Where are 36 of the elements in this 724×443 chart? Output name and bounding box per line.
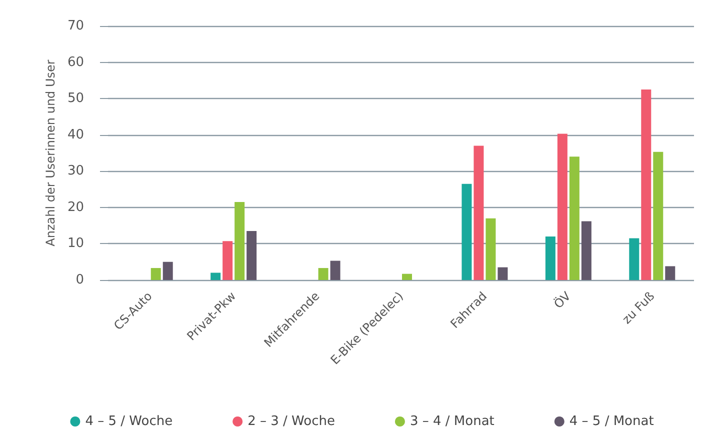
- y-tick-label: 10: [67, 236, 84, 252]
- legend-label: 3 – 4 / Monat: [410, 414, 494, 429]
- legend-label: 2 – 3 / Woche: [248, 414, 335, 429]
- bar: [545, 236, 556, 280]
- bar: [222, 241, 233, 280]
- x-tick-label: ÖV: [551, 288, 574, 312]
- x-tick-label: zu Fuß: [620, 289, 658, 327]
- y-tick-label: 60: [67, 54, 84, 70]
- bar: [581, 221, 592, 280]
- bar: [557, 134, 568, 280]
- bar: [462, 184, 472, 280]
- bar: [210, 272, 221, 280]
- y-axis-title: Anzahl der Userinnen und User: [44, 60, 58, 246]
- bar: [234, 202, 245, 280]
- bar: [474, 146, 484, 280]
- bar: [246, 231, 257, 280]
- bar: [486, 218, 496, 280]
- legend-label: 4 – 5 / Woche: [85, 414, 173, 429]
- bar: [402, 274, 412, 280]
- y-tick-label: 30: [67, 164, 84, 179]
- bar: [653, 152, 664, 280]
- y-tick-label: 20: [67, 200, 84, 215]
- bar: [330, 260, 340, 280]
- bar: [498, 267, 508, 280]
- bar: [641, 90, 652, 280]
- bar: [162, 262, 173, 280]
- legend-label: 4 – 5 / Monat: [569, 414, 654, 429]
- bar: [569, 156, 580, 280]
- bar: [665, 266, 676, 280]
- y-tick-label: 40: [67, 127, 84, 142]
- y-tick-label: 0: [76, 272, 84, 288]
- y-tick-label: 50: [67, 91, 84, 106]
- bar: [150, 268, 161, 280]
- y-tick-label: 70: [67, 18, 84, 34]
- bar: [318, 268, 328, 280]
- bar: [629, 238, 640, 280]
